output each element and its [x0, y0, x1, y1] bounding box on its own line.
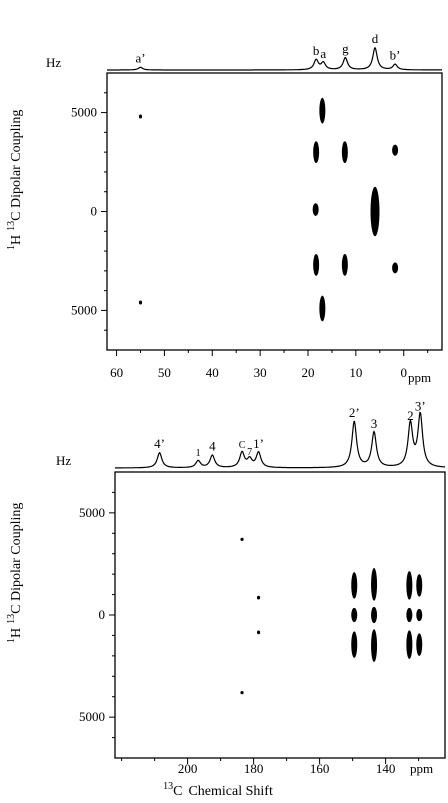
peak-label: 1’ — [253, 436, 264, 451]
cross-peak — [313, 254, 320, 276]
plot-frame — [106, 72, 443, 351]
y-tick-label: 0 — [99, 607, 106, 622]
y-tick-label: 5000 — [79, 709, 105, 724]
cross-peak — [341, 141, 348, 164]
cross-peak — [392, 262, 399, 274]
y-axis-label: 1H13C Dipolar Coupling — [6, 110, 24, 250]
peak-label: 2 — [407, 408, 414, 423]
x-tick-label: 40 — [206, 365, 219, 380]
cross-peak — [406, 607, 413, 623]
peak-label: 2’ — [349, 405, 360, 420]
x-tick-label: 30 — [254, 365, 267, 380]
cross-peak — [406, 571, 413, 600]
y-tick-label: 5000 — [71, 302, 97, 317]
peak-label: g — [342, 41, 349, 56]
cross-peak — [351, 631, 358, 658]
x-axis-label: 13C Chemical Shift — [163, 781, 273, 799]
y-tick-label: 5000 — [71, 105, 97, 120]
cross-peak — [341, 254, 348, 276]
peak-label: 7 — [247, 447, 252, 458]
spectrum-trace — [107, 46, 442, 71]
cross-peak — [416, 608, 423, 622]
x-tick-label: 180 — [244, 761, 264, 776]
peak-label: d — [372, 31, 379, 46]
peak-label: 3 — [371, 416, 378, 431]
peak-label: b — [313, 43, 320, 58]
spectrum-unit-label: Hz — [46, 55, 61, 70]
cross-peak — [319, 295, 326, 322]
peak-label: a’ — [135, 50, 145, 65]
cross-peak — [240, 690, 244, 695]
peak-label: a — [320, 46, 326, 61]
x-tick-label: 200 — [178, 761, 198, 776]
panel-top: 60 50 40 30 20 10 0 5000 0 5000 a’ b a g d b’ Hz ppm 1H13C… — [6, 31, 443, 385]
x-tick-label: 140 — [376, 761, 396, 776]
x-unit-label: ppm — [410, 761, 433, 776]
peak-label: 4’ — [154, 436, 165, 451]
cross-peak — [371, 606, 378, 624]
cross-peak — [240, 537, 244, 542]
peak-label: C — [239, 440, 246, 451]
cross-peak — [138, 300, 143, 305]
cross-peak — [319, 97, 326, 124]
cross-peak — [416, 574, 423, 597]
y-tick-label: 0 — [91, 204, 98, 219]
cross-peak — [256, 595, 261, 600]
cross-peak — [371, 629, 378, 662]
peak-label: 3’ — [415, 399, 426, 414]
peak-label: 1 — [196, 448, 201, 459]
y-axis-label: 1H13C Dipolar Coupling — [6, 503, 24, 643]
x-tick-label: 0 — [400, 365, 407, 380]
cross-peak — [392, 144, 399, 156]
cross-peak — [351, 607, 358, 623]
peak-label: 4 — [209, 439, 216, 454]
x-unit-label: ppm — [408, 370, 431, 385]
cross-peak — [371, 568, 378, 601]
cross-peak — [370, 186, 380, 237]
cross-peak — [138, 114, 143, 119]
x-tick-label: 10 — [349, 365, 362, 380]
panel-bottom: 200 180 160 140 5000 0 5000 4’ 1 4 C71’ 2’ 3 23’ Hz ppm… — [6, 399, 446, 799]
x-tick-label: 50 — [158, 365, 171, 380]
x-tick-label: 60 — [110, 365, 123, 380]
y-tick-label: 5000 — [79, 505, 105, 520]
spectrum-unit-label: Hz — [56, 453, 71, 468]
cross-peak — [312, 203, 319, 216]
plot-frame — [114, 471, 446, 759]
cross-peak — [351, 572, 358, 599]
cross-peak — [313, 141, 320, 164]
spectrum-trace — [115, 411, 445, 469]
peak-label: b’ — [390, 48, 401, 63]
cross-peak — [256, 630, 261, 635]
x-tick-label: 20 — [302, 365, 315, 380]
x-tick-label: 160 — [310, 761, 330, 776]
cross-peak — [406, 630, 413, 659]
cross-peak — [416, 633, 423, 656]
